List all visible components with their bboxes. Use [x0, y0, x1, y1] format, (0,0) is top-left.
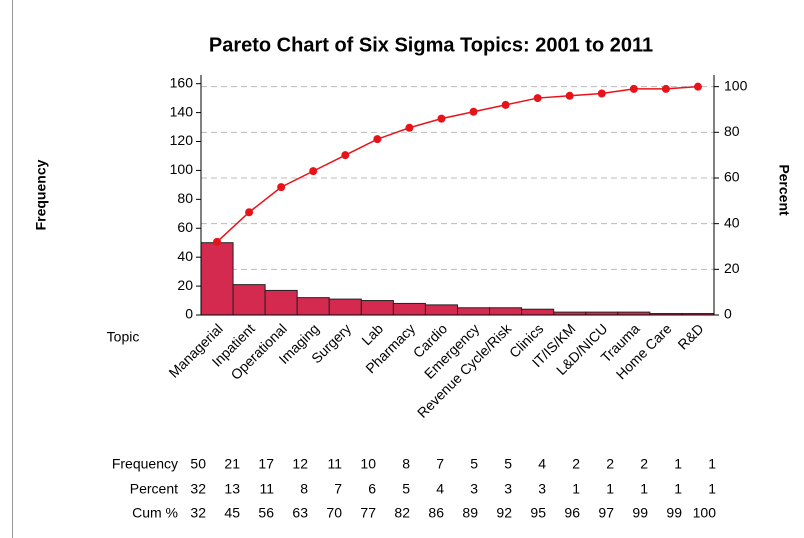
cum-marker [693, 82, 702, 91]
y2-tick-label: 100 [724, 77, 748, 93]
y2-axis-label: Percent [776, 164, 792, 216]
cum-marker [469, 107, 478, 116]
cum-marker [277, 183, 286, 192]
y-axis-label: Frequency [33, 159, 49, 230]
table-cell: 56 [258, 505, 274, 521]
table-cell: 1 [674, 481, 682, 497]
bar [521, 308, 555, 316]
table-cell: 2 [640, 456, 648, 472]
table-cell: 17 [258, 456, 274, 472]
bar [392, 302, 426, 316]
table-cell: 2 [572, 456, 580, 472]
bar [264, 289, 298, 316]
table-cell: 11 [259, 481, 274, 497]
bar [424, 304, 458, 316]
table-cell: 50 [190, 456, 206, 472]
cum-marker [341, 151, 350, 160]
cum-marker [405, 123, 414, 132]
table-row-label: Percent [130, 481, 178, 497]
table-cell: 97 [598, 505, 614, 521]
table-cell: 10 [360, 456, 376, 472]
y-tick-label: 60 [177, 219, 193, 235]
table-cell: 11 [327, 456, 342, 472]
table-cell: 5 [504, 456, 512, 472]
table-cell: 63 [292, 505, 308, 521]
table-cell: 7 [436, 456, 444, 472]
y-tick-label: 20 [177, 277, 193, 293]
table-cell: 5 [470, 456, 478, 472]
table-cell: 8 [402, 456, 410, 472]
cum-marker [213, 237, 222, 246]
table-row-label: Cum % [132, 505, 178, 521]
table-cell: 32 [190, 505, 206, 521]
cum-marker [533, 94, 542, 103]
table-row-label: Frequency [112, 456, 178, 472]
y2-tick-label: 20 [724, 260, 740, 276]
table-cell: 2 [606, 456, 614, 472]
bar [328, 298, 362, 316]
table-cell: 3 [470, 481, 478, 497]
table-cell: 77 [360, 505, 376, 521]
bar [360, 300, 394, 316]
table-cell: 1 [572, 481, 580, 497]
bar [200, 242, 234, 316]
table-cell: 5 [402, 481, 410, 497]
table-cell: 32 [190, 481, 206, 497]
y2-tick-label: 60 [724, 169, 740, 185]
cum-marker [245, 208, 254, 217]
chart-title: Pareto Chart of Six Sigma Topics: 2001 t… [209, 34, 653, 56]
y2-tick-label: 0 [724, 306, 732, 322]
y-tick-label: 160 [170, 74, 194, 90]
table-cell: 1 [708, 456, 716, 472]
table-cell: 1 [640, 481, 648, 497]
table-cell: 96 [564, 505, 580, 521]
table-cell: 13 [224, 481, 240, 497]
table-cell: 89 [462, 505, 478, 521]
table-cell: 8 [300, 481, 308, 497]
table-cell: 82 [394, 505, 410, 521]
cum-marker [501, 100, 510, 109]
bar [457, 307, 491, 316]
cum-marker [597, 89, 606, 98]
cum-marker [437, 114, 446, 123]
y-tick-label: 140 [170, 103, 194, 119]
table-cell: 95 [530, 505, 546, 521]
cum-marker [373, 135, 382, 144]
table-cell: 86 [428, 505, 444, 521]
cum-marker [629, 84, 638, 93]
table-cell: 99 [632, 505, 648, 521]
table-cell: 12 [292, 456, 308, 472]
y-tick-label: 80 [177, 190, 193, 206]
y-tick-label: 40 [177, 248, 193, 264]
y-tick-label: 100 [170, 161, 194, 177]
bar [489, 307, 523, 316]
table-cell: 4 [538, 456, 546, 472]
x-axis-label: Topic [107, 329, 140, 345]
y-tick-label: 0 [185, 306, 193, 322]
bar [296, 297, 330, 316]
y-tick-label: 120 [170, 132, 194, 148]
cum-marker [565, 91, 574, 100]
table-cell: 3 [504, 481, 512, 497]
table-cell: 100 [693, 505, 717, 521]
cum-marker [309, 167, 318, 176]
table-cell: 21 [224, 456, 240, 472]
cum-line [216, 85, 699, 243]
table-cell: 99 [666, 505, 682, 521]
table-cell: 92 [496, 505, 512, 521]
table-cell: 1 [708, 481, 716, 497]
table-cell: 45 [224, 505, 240, 521]
y2-tick-label: 80 [724, 123, 740, 139]
table-cell: 4 [436, 481, 444, 497]
cum-marker [661, 84, 670, 93]
table-cell: 7 [334, 481, 342, 497]
table-cell: 1 [606, 481, 614, 497]
table-cell: 6 [368, 481, 376, 497]
bar [232, 284, 266, 316]
table-cell: 3 [538, 481, 546, 497]
y2-tick-label: 40 [724, 214, 740, 230]
table-cell: 1 [674, 456, 682, 472]
table-cell: 70 [326, 505, 342, 521]
